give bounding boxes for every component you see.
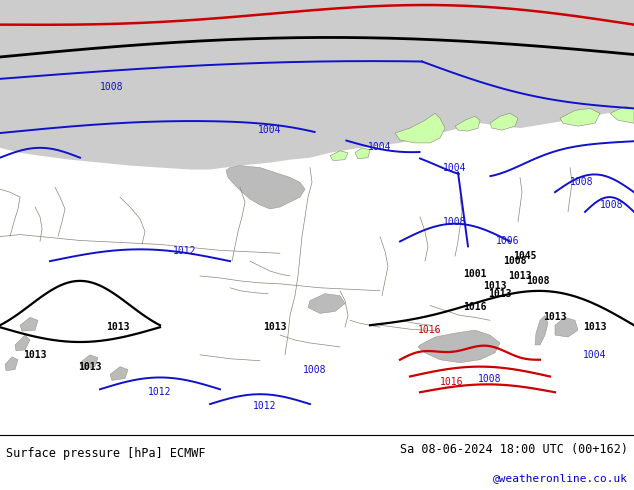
Text: 1004: 1004 [258, 125, 281, 135]
Text: Sa 08-06-2024 18:00 UTC (00+162): Sa 08-06-2024 18:00 UTC (00+162) [399, 443, 628, 456]
Text: 1008: 1008 [526, 276, 550, 286]
Text: 1008: 1008 [570, 177, 593, 187]
Text: 1012: 1012 [148, 387, 172, 397]
Text: 1013: 1013 [508, 271, 532, 281]
Polygon shape [226, 166, 305, 209]
Polygon shape [610, 106, 634, 123]
Text: 1004: 1004 [583, 350, 607, 360]
Text: 1008: 1008 [478, 374, 501, 385]
Text: 1013: 1013 [483, 281, 507, 291]
Text: 1013: 1013 [78, 362, 101, 371]
Text: 1013: 1013 [488, 289, 512, 299]
Text: 1016: 1016 [463, 302, 487, 313]
Text: 1004: 1004 [443, 163, 467, 172]
Text: 1013: 1013 [107, 322, 130, 332]
Text: 1008: 1008 [443, 217, 467, 227]
Text: 1008: 1008 [600, 200, 623, 210]
Text: Surface pressure [hPa] ECMWF: Surface pressure [hPa] ECMWF [6, 447, 206, 460]
Text: 1012: 1012 [253, 401, 277, 411]
Polygon shape [20, 318, 38, 331]
Polygon shape [5, 357, 18, 370]
Text: 1012: 1012 [173, 246, 197, 256]
Polygon shape [455, 116, 480, 131]
Polygon shape [395, 113, 445, 143]
Polygon shape [418, 330, 500, 363]
Text: @weatheronline.co.uk: @weatheronline.co.uk [493, 472, 628, 483]
Polygon shape [355, 148, 370, 159]
Text: 1008: 1008 [503, 256, 527, 266]
Polygon shape [80, 355, 98, 369]
Text: 1013: 1013 [23, 350, 47, 360]
Text: 1013: 1013 [263, 322, 287, 332]
Polygon shape [490, 113, 518, 130]
Text: 1013: 1013 [583, 322, 607, 332]
Text: 1013: 1013 [543, 312, 567, 322]
Text: 1016: 1016 [418, 325, 442, 335]
Polygon shape [535, 316, 548, 345]
Text: 1016: 1016 [440, 377, 463, 388]
Polygon shape [308, 294, 345, 314]
Text: 1008: 1008 [100, 82, 124, 92]
Polygon shape [0, 0, 634, 170]
Text: 1008: 1008 [303, 365, 327, 374]
Text: 1001: 1001 [463, 269, 487, 279]
Polygon shape [555, 318, 578, 337]
Polygon shape [110, 367, 128, 380]
Text: 1004: 1004 [368, 142, 392, 152]
Text: 1045: 1045 [514, 251, 537, 261]
Polygon shape [15, 335, 30, 351]
Polygon shape [560, 108, 600, 126]
Text: 1006: 1006 [496, 237, 520, 246]
Polygon shape [330, 151, 348, 161]
